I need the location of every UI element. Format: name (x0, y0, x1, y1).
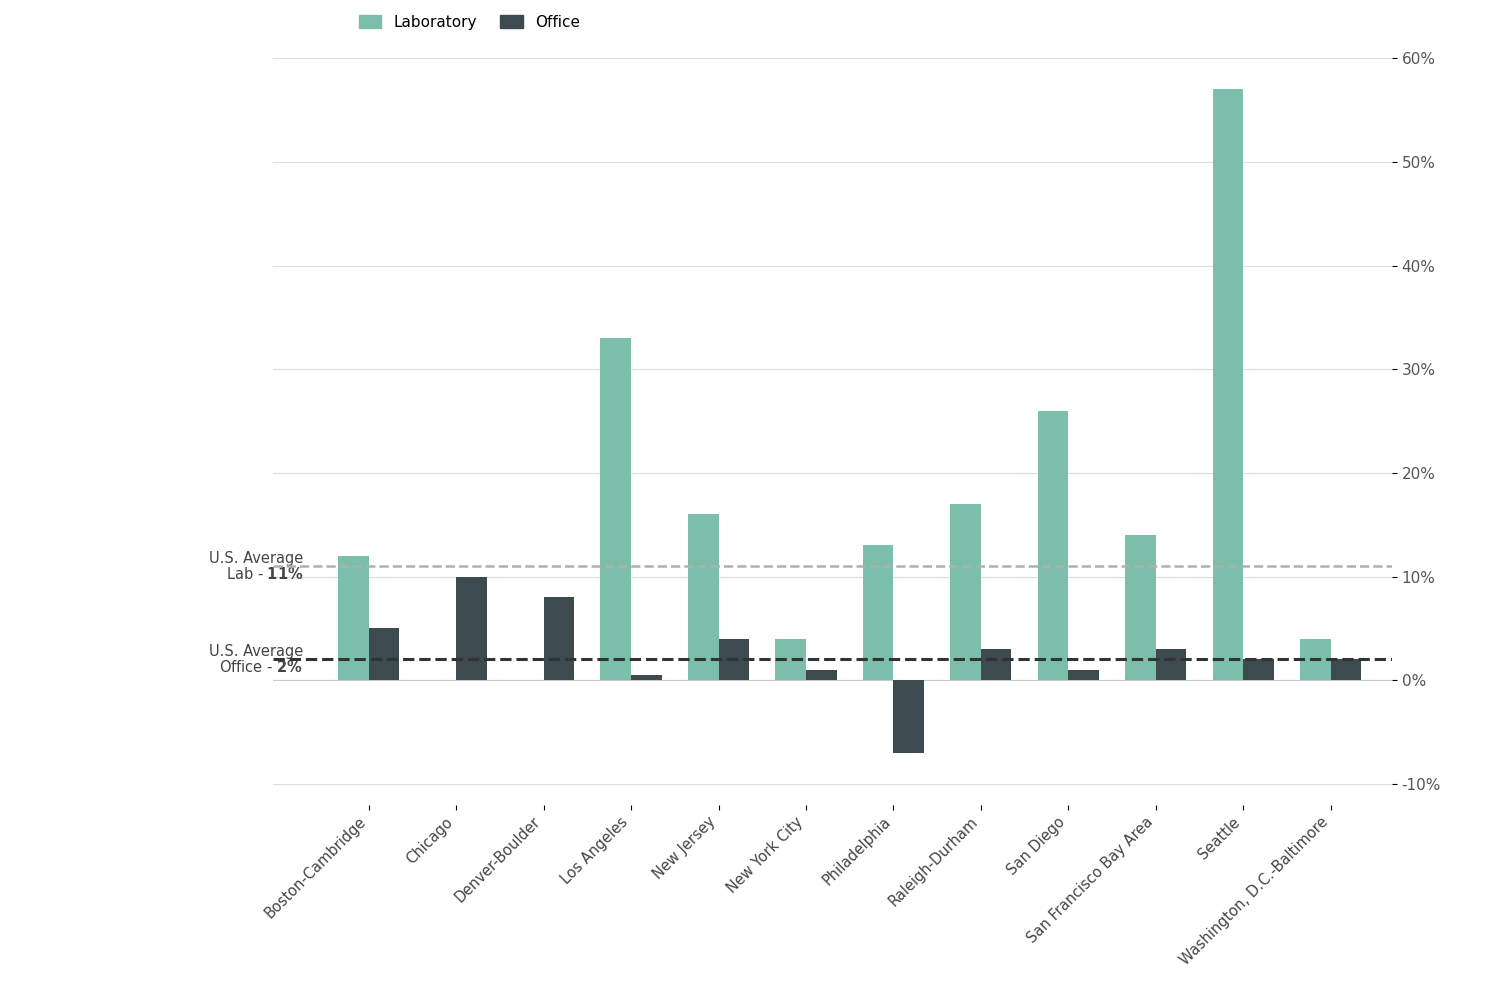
Bar (1331, 660, 1361, 680)
Bar (806, 669, 836, 680)
Bar (1156, 649, 1186, 680)
Bar (1069, 669, 1099, 680)
Bar (543, 598, 575, 680)
Bar (980, 649, 1012, 680)
Text: U.S. Average: U.S. Average (209, 551, 303, 566)
Bar (719, 639, 749, 680)
Bar (1126, 535, 1156, 680)
Bar (630, 675, 662, 680)
Bar (338, 555, 369, 680)
Bar (600, 338, 630, 680)
Bar (1300, 639, 1331, 680)
Bar (456, 577, 486, 680)
Bar (1243, 660, 1274, 680)
Bar (893, 680, 925, 753)
Text: Office - $\bf{2\%}$: Office - $\bf{2\%}$ (219, 660, 303, 675)
Bar (950, 504, 980, 680)
Bar (1213, 89, 1243, 680)
Bar (776, 639, 806, 680)
Text: U.S. Average: U.S. Average (209, 645, 303, 660)
Bar (1037, 411, 1069, 680)
Bar (863, 546, 893, 680)
Text: Lab - $\bf{11\%}$: Lab - $\bf{11\%}$ (225, 566, 303, 582)
Bar (369, 628, 399, 680)
Legend: Laboratory, Office: Laboratory, Office (359, 15, 581, 29)
Bar (687, 514, 719, 680)
